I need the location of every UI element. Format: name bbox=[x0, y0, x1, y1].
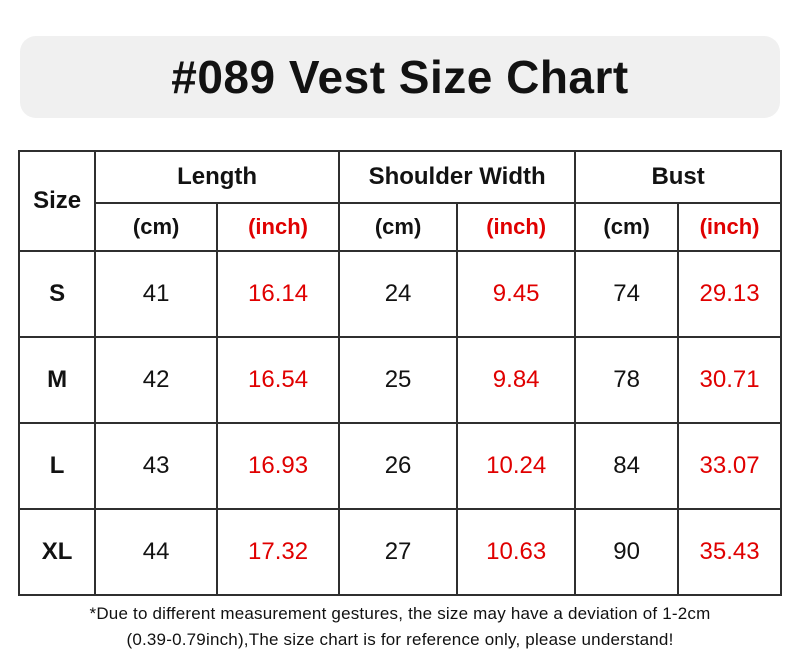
size-cell: S bbox=[17, 250, 97, 338]
bust-group-header: Bust bbox=[574, 150, 782, 204]
bust-cm-cell: 90 bbox=[574, 508, 680, 596]
length-cm-cell: 43 bbox=[94, 422, 219, 510]
bust-cm-cell: 84 bbox=[574, 422, 680, 510]
bust-inch-cell: 30.71 bbox=[677, 336, 782, 424]
bust-cm-cell: 74 bbox=[574, 250, 680, 338]
bust-inch-cell: 29.13 bbox=[677, 250, 782, 338]
shoulder-cm-cell: 24 bbox=[337, 250, 459, 338]
table-row-l: L 43 16.93 26 10.24 84 33.07 bbox=[17, 422, 782, 510]
shoulder-inch-cell: 9.84 bbox=[456, 336, 577, 424]
footnote-line-1: *Due to different measurement gestures, … bbox=[89, 604, 711, 623]
footnote-line-2: (0.39-0.79inch),The size chart is for re… bbox=[126, 630, 674, 650]
shoulder-cm-cell: 27 bbox=[337, 508, 459, 596]
bust-inch-cell: 33.07 bbox=[677, 422, 782, 510]
bust-inch-cell: 35.43 bbox=[677, 508, 782, 596]
shoulder-inch-cell: 10.24 bbox=[456, 422, 577, 510]
shoulder-inch-cell: 10.63 bbox=[456, 508, 577, 596]
shoulder-unit-inch: (inch) bbox=[456, 202, 577, 252]
page-title: #089 Vest Size Chart bbox=[171, 51, 629, 103]
shoulder-width-group-header: Shoulder Width bbox=[337, 150, 577, 204]
bust-unit-cm: (cm) bbox=[574, 202, 680, 252]
shoulder-cm-cell: 25 bbox=[337, 336, 459, 424]
length-inch-cell: 16.93 bbox=[216, 422, 340, 510]
length-cm-cell: 41 bbox=[94, 250, 219, 338]
table-row-s: S 41 16.14 24 9.45 74 29.13 bbox=[17, 250, 782, 338]
length-inch-cell: 16.54 bbox=[216, 336, 340, 424]
length-cm-cell: 44 bbox=[94, 508, 219, 596]
size-column-header: Size bbox=[17, 150, 97, 252]
size-cell: XL bbox=[17, 508, 97, 596]
size-cell: M bbox=[17, 336, 97, 424]
shoulder-inch-cell: 9.45 bbox=[456, 250, 577, 338]
size-cell: L bbox=[17, 422, 97, 510]
bust-unit-inch: (inch) bbox=[677, 202, 782, 252]
length-unit-inch: (inch) bbox=[216, 202, 340, 252]
table-row-xl: XL 44 17.32 27 10.63 90 35.43 bbox=[17, 508, 782, 596]
length-inch-cell: 16.14 bbox=[216, 250, 340, 338]
length-group-header: Length bbox=[94, 150, 340, 204]
shoulder-unit-cm: (cm) bbox=[337, 202, 459, 252]
bust-cm-cell: 78 bbox=[574, 336, 680, 424]
title-banner: #089 Vest Size Chart bbox=[20, 36, 780, 118]
size-chart-table: Size Length Shoulder Width Bust (cm) (in… bbox=[17, 150, 782, 596]
footnote: *Due to different measurement gestures, … bbox=[0, 601, 800, 654]
shoulder-cm-cell: 26 bbox=[337, 422, 459, 510]
length-cm-cell: 42 bbox=[94, 336, 219, 424]
length-unit-cm: (cm) bbox=[94, 202, 219, 252]
table-row-m: M 42 16.54 25 9.84 78 30.71 bbox=[17, 336, 782, 424]
length-inch-cell: 17.32 bbox=[216, 508, 340, 596]
